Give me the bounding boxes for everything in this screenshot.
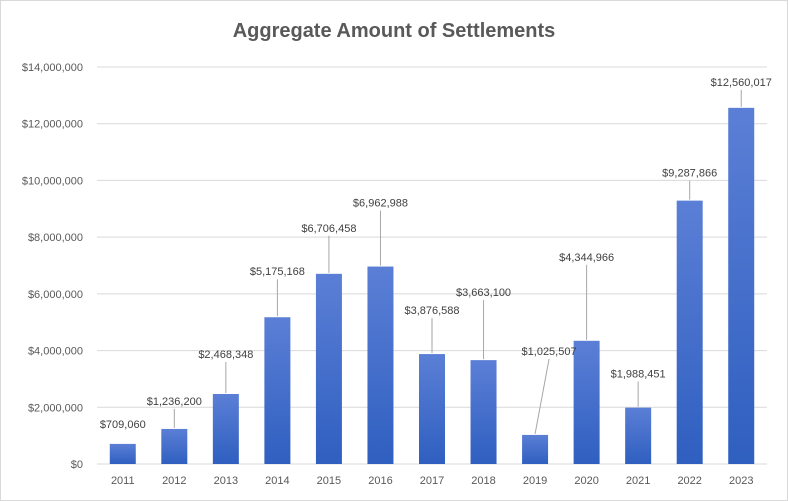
x-tick-label: 2014 (265, 475, 289, 487)
y-tick-label: $0 (71, 459, 83, 471)
x-tick-label: 2016 (368, 475, 392, 487)
y-axis-ticks: $0 $2,000,000 $4,000,000 $6,000,000 $8,000,0… (22, 62, 83, 471)
y-tick-label: $12,000,000 (22, 119, 83, 131)
data-label-2020: $4,344,966 (559, 252, 614, 264)
bar-2023 (728, 107, 755, 464)
data-label-2012: $1,236,200 (147, 396, 202, 408)
bar-2020 (573, 340, 600, 464)
data-label-2023: $12,560,017 (711, 77, 772, 89)
bar-2013 (212, 394, 239, 464)
x-tick-label: 2012 (162, 475, 186, 487)
y-tick-label: $4,000,000 (28, 346, 83, 358)
data-label-2014: $5,175,168 (250, 266, 305, 278)
y-tick-label: $8,000,000 (28, 232, 83, 244)
x-tick-label: 2018 (471, 475, 495, 487)
leader-line (534, 358, 550, 435)
x-axis-ticks: 2011 2012 2013 2014 2015 2016 2017 2018 2019 2020… (111, 475, 754, 487)
bar-2017 (419, 354, 445, 464)
data-label-2017: $3,876,588 (404, 305, 459, 317)
bar-2014 (264, 317, 291, 464)
data-label-2019: $1,025,507 (522, 346, 577, 358)
x-tick-label: 2023 (729, 475, 753, 487)
data-label-2015: $6,706,458 (301, 223, 356, 235)
x-tick-label: 2015 (317, 475, 341, 487)
data-label-2011: $709,060 (100, 419, 146, 431)
x-tick-label: 2011 (111, 475, 135, 487)
data-label-2018: $3,663,100 (456, 287, 511, 299)
chart-title: Aggregate Amount of Settlements (232, 20, 556, 42)
bars (109, 107, 755, 464)
y-tick-label: $10,000,000 (22, 175, 83, 187)
x-tick-label: 2021 (626, 475, 650, 487)
data-label-2021: $1,988,451 (611, 369, 666, 381)
data-label-2022: $9,287,866 (662, 168, 717, 180)
y-tick-label: $14,000,000 (22, 62, 83, 74)
data-label-2016: $6,962,988 (353, 198, 408, 210)
label-leader-lines (173, 89, 742, 435)
y-tick-label: $2,000,000 (28, 402, 83, 414)
x-tick-label: 2019 (523, 475, 547, 487)
y-tick-label: $6,000,000 (28, 289, 83, 301)
bar-2021 (625, 407, 652, 464)
bar-2011 (109, 443, 136, 464)
data-label-2013: $2,468,348 (198, 349, 253, 361)
data-labels: $709,060$1,236,200 $2,468,348 $5,175,168 $6… (100, 77, 772, 431)
x-tick-label: 2017 (420, 475, 444, 487)
bar-2018 (470, 360, 497, 464)
bar-2015 (315, 273, 342, 464)
bar-2019 (522, 434, 549, 464)
bar-2012 (161, 428, 188, 464)
bar-2022 (676, 200, 703, 464)
bar-2016 (367, 266, 394, 464)
x-tick-label: 2020 (574, 475, 598, 487)
x-tick-label: 2022 (677, 475, 701, 487)
x-tick-label: 2013 (214, 475, 238, 487)
